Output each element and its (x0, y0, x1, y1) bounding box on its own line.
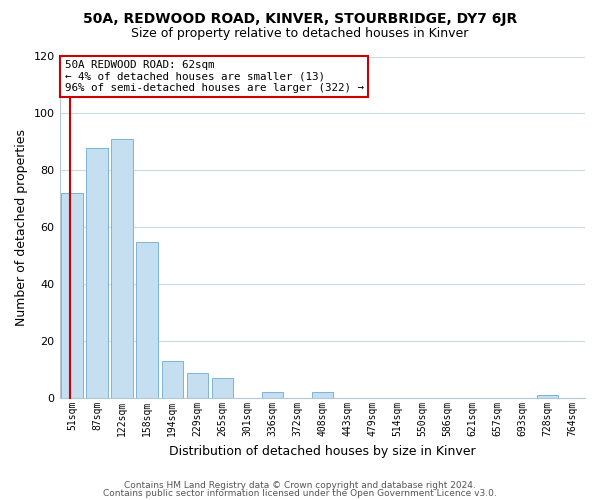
Bar (262, 392, 283, 398)
Bar (212, 378, 233, 398)
Y-axis label: Number of detached properties: Number of detached properties (15, 129, 28, 326)
Bar (187, 372, 208, 398)
Text: 50A REDWOOD ROAD: 62sqm
← 4% of detached houses are smaller (13)
96% of semi-det: 50A REDWOOD ROAD: 62sqm ← 4% of detached… (65, 60, 364, 93)
Bar (311, 392, 333, 398)
Text: Size of property relative to detached houses in Kinver: Size of property relative to detached ho… (131, 28, 469, 40)
Bar (537, 396, 558, 398)
Bar (61, 193, 83, 398)
Text: 50A, REDWOOD ROAD, KINVER, STOURBRIDGE, DY7 6JR: 50A, REDWOOD ROAD, KINVER, STOURBRIDGE, … (83, 12, 517, 26)
Bar (161, 361, 183, 398)
Text: Contains public sector information licensed under the Open Government Licence v3: Contains public sector information licen… (103, 488, 497, 498)
Text: Contains HM Land Registry data © Crown copyright and database right 2024.: Contains HM Land Registry data © Crown c… (124, 481, 476, 490)
Bar (112, 139, 133, 398)
Bar (136, 242, 158, 398)
Bar (86, 148, 108, 398)
X-axis label: Distribution of detached houses by size in Kinver: Distribution of detached houses by size … (169, 444, 476, 458)
